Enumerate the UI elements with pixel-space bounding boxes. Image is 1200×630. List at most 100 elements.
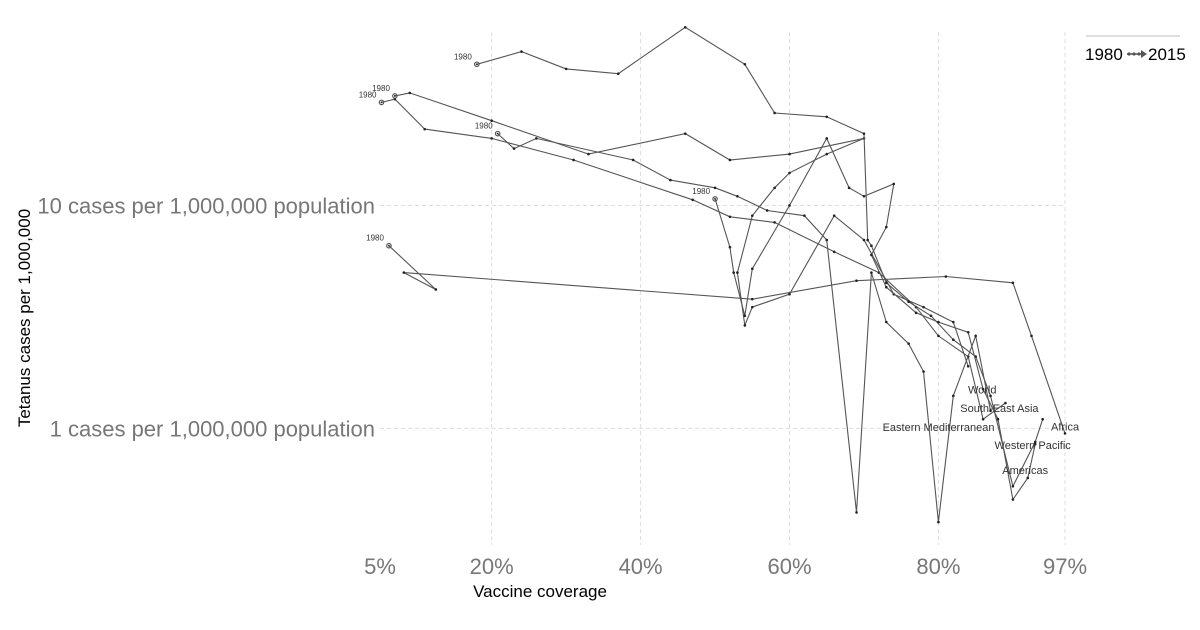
data-point xyxy=(490,137,493,140)
start-marker xyxy=(392,93,398,99)
data-point xyxy=(616,72,620,76)
data-point xyxy=(736,194,739,198)
data-point xyxy=(743,324,747,327)
start-year-label: 1980 xyxy=(366,234,384,243)
data-point xyxy=(996,417,1000,421)
data-point xyxy=(1063,432,1067,435)
data-point xyxy=(866,238,869,242)
data-point xyxy=(587,152,590,156)
data-point xyxy=(691,198,695,202)
data-point xyxy=(788,152,791,156)
data-point xyxy=(937,320,940,324)
data-point xyxy=(974,334,977,338)
series-line-world xyxy=(394,92,969,367)
data-point xyxy=(981,417,985,421)
data-point xyxy=(825,115,829,119)
data-point xyxy=(408,91,412,95)
start-point xyxy=(388,244,390,247)
data-point xyxy=(825,152,829,156)
data-point xyxy=(750,297,754,301)
data-point xyxy=(1011,485,1015,488)
data-point xyxy=(683,132,687,135)
series-line-south-east-asia xyxy=(381,98,1006,421)
data-point xyxy=(1030,334,1033,338)
legend: 1980 2015 xyxy=(1085,35,1186,64)
data-point xyxy=(713,186,717,190)
data-point xyxy=(885,285,888,289)
data-point xyxy=(490,119,493,123)
data-point xyxy=(402,271,406,274)
y-tick-label: 1 cases per 1,000,000 population xyxy=(50,416,375,441)
series-western-pacific: 1980 xyxy=(454,25,1044,488)
data-point xyxy=(870,244,873,248)
data-point xyxy=(750,305,754,309)
data-point xyxy=(952,338,955,342)
region-label-eastern-mediterranean: Eastern Mediterranean xyxy=(883,422,995,434)
data-point xyxy=(512,147,516,150)
data-point xyxy=(892,182,896,186)
start-point xyxy=(380,101,383,104)
start-point xyxy=(393,95,396,97)
data-point xyxy=(989,394,992,398)
region-label-americas: Americas xyxy=(1002,465,1048,477)
x-tick-label: 60% xyxy=(767,554,811,579)
series-south-east-asia: 1980 xyxy=(359,90,1007,421)
data-point xyxy=(803,214,806,217)
data-point xyxy=(765,209,769,212)
data-point xyxy=(572,158,575,162)
data-point xyxy=(788,292,791,296)
data-point xyxy=(855,511,858,514)
series-line-eastern-mediterranean xyxy=(497,133,992,523)
start-point xyxy=(475,63,478,66)
data-point xyxy=(832,250,836,254)
data-point xyxy=(862,132,866,135)
data-point xyxy=(1033,440,1037,444)
data-point xyxy=(434,288,438,291)
start-marker xyxy=(494,130,501,137)
data-point xyxy=(773,221,776,224)
data-point xyxy=(862,238,866,242)
data-point xyxy=(847,186,851,190)
data-point xyxy=(1041,417,1044,421)
data-point xyxy=(825,137,829,140)
x-tick-label: 5% xyxy=(364,554,396,579)
data-point xyxy=(728,158,732,162)
data-point xyxy=(914,311,918,315)
start-marker xyxy=(378,99,385,106)
start-year-label: 1980 xyxy=(692,187,710,196)
data-point xyxy=(1026,476,1030,480)
data-point xyxy=(929,314,933,318)
series-line-western-pacific xyxy=(476,26,1044,488)
x-axis-title: Vaccine coverage xyxy=(473,582,607,601)
data-point xyxy=(564,67,568,71)
data-point xyxy=(669,178,672,182)
x-tick-label: 20% xyxy=(470,554,514,579)
data-point xyxy=(728,215,732,219)
data-point xyxy=(1033,442,1037,446)
data-point xyxy=(862,194,866,198)
region-label-western-pacific: Western Pacific xyxy=(995,440,1072,452)
data-point xyxy=(423,127,426,131)
data-point xyxy=(989,409,992,413)
y-axis-title: Tetanus cases per 1,000,000 xyxy=(15,209,34,427)
data-point xyxy=(520,50,523,53)
series-world: 1980 xyxy=(372,84,970,368)
start-year-label: 1980 xyxy=(372,84,390,93)
axis-ticks: 5% 20% 40% 60% 80% 97% 10 cases per 1,000,000 … xyxy=(37,193,1087,579)
gridlines xyxy=(380,32,1066,545)
legend-end-year: 2015 xyxy=(1148,45,1186,64)
data-point xyxy=(1004,401,1007,405)
region-labels: Africa South-East Asia Eastern Mediterrane… xyxy=(883,384,1080,477)
region-label-south-east-asia: South-East Asia xyxy=(960,403,1039,415)
data-point xyxy=(750,267,754,271)
data-point xyxy=(922,305,925,309)
series-line-americas xyxy=(714,137,1036,501)
start-marker xyxy=(712,196,718,202)
data-point xyxy=(743,314,747,318)
legend-start-year: 1980 xyxy=(1085,45,1123,64)
data-point xyxy=(855,279,858,282)
data-point xyxy=(773,186,776,190)
data-point xyxy=(907,300,910,304)
data-point xyxy=(825,238,829,242)
